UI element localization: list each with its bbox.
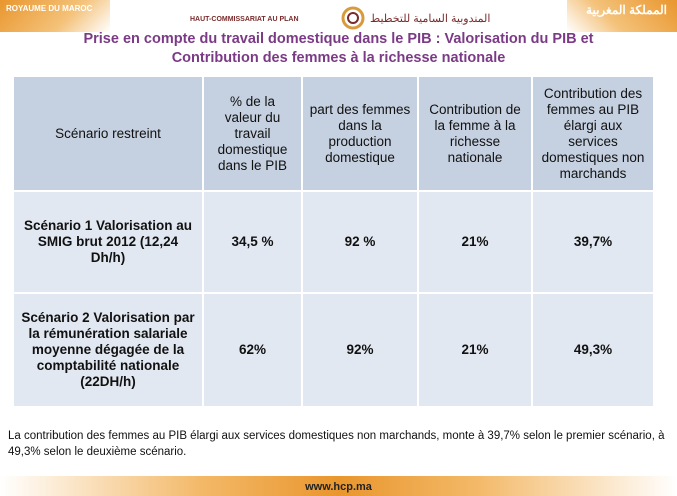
logo-ring [347,12,359,24]
header-right: المملكة المغربية [586,3,667,17]
cell: 92% [301,292,419,408]
corner-decoration [0,0,110,32]
footer-url: www.hcp.ma [305,481,372,493]
header-cell: % de la valeur du travail domestique dan… [202,75,303,192]
cell: 92 % [301,190,419,294]
logo-text: المندوبية السامية للتخطيط [370,13,491,25]
logo-text: HAUT-COMMISSARIAT AU PLAN [190,16,299,23]
note: La contribution des femmes au PIB élargi… [8,430,665,458]
title-line: Prise en compte du travail domestique da… [83,31,594,47]
logo [341,6,365,30]
header-cell: Contribution de la femme à la richesse n… [417,75,533,192]
title: Prise en compte du travail domestique da… [0,30,677,68]
header-left: ROYAUME DU MAROC [6,4,93,13]
header-row: Scénario restreint % de la valeur du tra… [12,75,655,192]
cell: 62% [202,292,303,408]
header-cell: Scénario restreint [12,75,204,192]
footer-bar [0,476,677,496]
header-cell: part des femmes dans la production domes… [301,75,419,192]
row: Scénario 2 Valorisation par la rémunérat… [12,292,655,408]
row-label: Scénario 2 Valorisation par la rémunérat… [12,292,204,408]
row-label: Scénario 1 Valorisation au SMIG brut 201… [12,190,204,294]
title-line: Contribution des femmes à la richesse na… [171,50,506,66]
table: Scénario restreint % de la valeur du tra… [12,75,655,408]
corner-decoration [567,0,677,32]
header-cell: Contribution des femmes au PIB élargi au… [531,75,655,192]
cell: 39,7% [531,190,655,294]
row: Scénario 1 Valorisation au SMIG brut 201… [12,190,655,294]
cell: 21% [417,190,533,294]
cell: 34,5 % [202,190,303,294]
cell: 49,3% [531,292,655,408]
logo-ring [341,6,365,30]
cell: 21% [417,292,533,408]
